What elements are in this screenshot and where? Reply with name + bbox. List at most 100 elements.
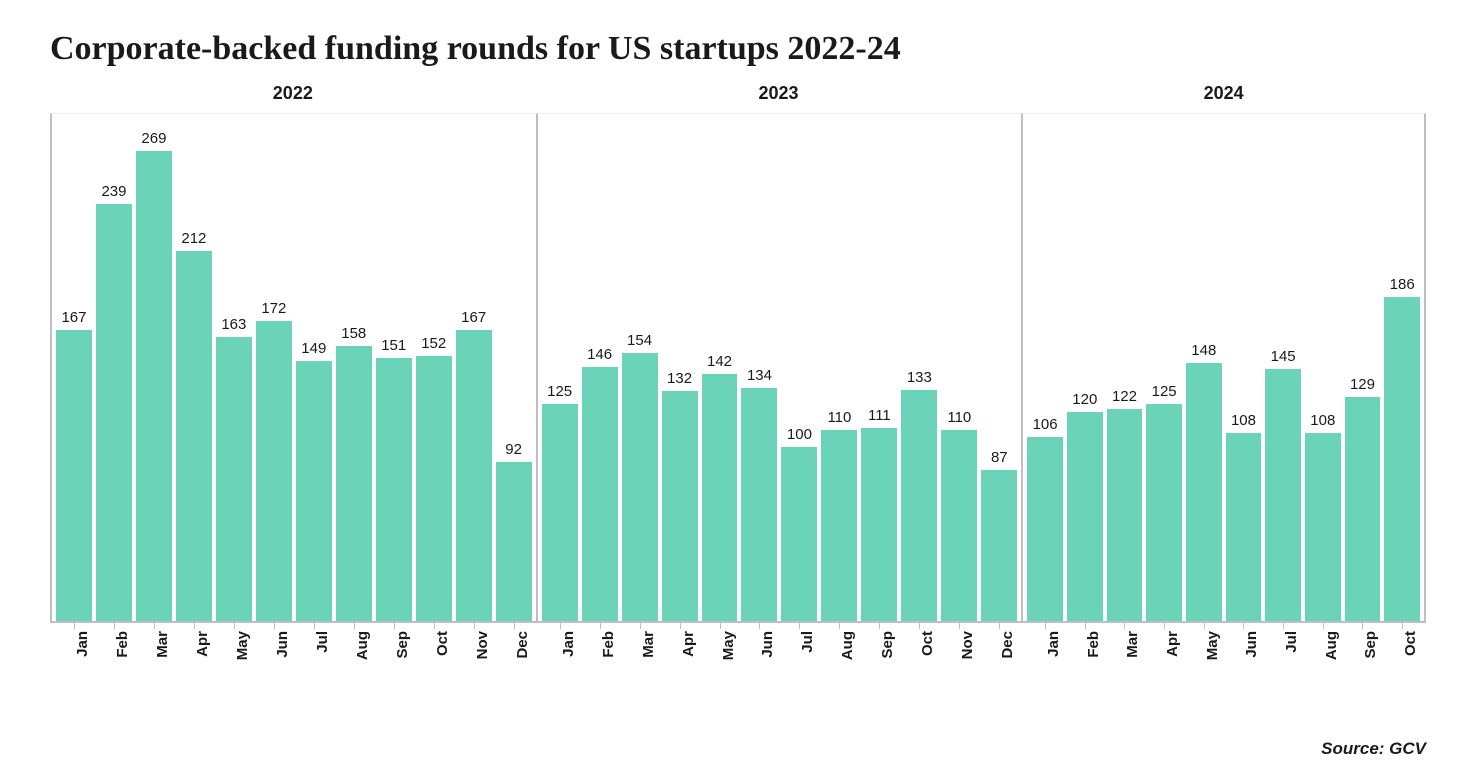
bar-slot: 151 [374, 114, 414, 623]
x-tick-slot: Jun [254, 623, 294, 693]
x-axis-month-label: Nov [474, 631, 491, 659]
bar-slot: 172 [254, 114, 294, 623]
x-axis-month-label: Jun [1243, 631, 1260, 658]
bar-slot: 111 [859, 114, 899, 623]
bar-slot: 269 [134, 114, 174, 623]
bar-slot: 212 [174, 114, 214, 623]
x-axis-month-label: Apr [1164, 631, 1181, 657]
bar-slot: 142 [700, 114, 740, 623]
bar: 145 [1265, 369, 1301, 624]
x-tick-slot: Aug [1303, 623, 1343, 693]
bar: 186 [1384, 297, 1420, 623]
x-tick [919, 623, 920, 629]
year-header: 2023 [536, 83, 1022, 113]
year-headers-row: 202220232024 [50, 83, 1426, 113]
x-tick [1204, 623, 1205, 629]
bar: 132 [662, 391, 698, 623]
source-attribution: Source: GCV [1321, 739, 1426, 759]
bar-slot: 92 [494, 114, 534, 623]
x-tick-slot: Feb [94, 623, 134, 693]
bar-value-label: 122 [1112, 388, 1137, 405]
x-tick-slot: Apr [1144, 623, 1184, 693]
bar-value-label: 132 [667, 370, 692, 387]
bar-slot: 152 [414, 114, 454, 623]
bar-slot: 239 [94, 114, 134, 623]
x-panel: JanFebMarAprMayJunJulAugSepOctNovDec [536, 623, 1022, 693]
bar-value-label: 163 [221, 316, 246, 333]
x-tick [999, 623, 1000, 629]
bar: 106 [1027, 437, 1063, 623]
bar-value-label: 92 [505, 441, 522, 458]
x-axis-month-label: Dec [999, 631, 1016, 659]
bar-value-label: 167 [61, 309, 86, 326]
x-tick [720, 623, 721, 629]
x-tick [234, 623, 235, 629]
bar-value-label: 269 [141, 130, 166, 147]
chart-panel: 106120122125148108145108129186 [1021, 113, 1426, 623]
x-axis-month-label: Sep [1362, 631, 1379, 659]
x-axis-month-label: Feb [1085, 631, 1102, 658]
x-tick-slot: Mar [1105, 623, 1145, 693]
x-axis-month-label: Jul [1283, 631, 1300, 653]
bar: 108 [1226, 433, 1262, 623]
x-panel: JanFebMarAprMayJunJulAugSepOctNovDec [50, 623, 536, 693]
bar-value-label: 186 [1390, 276, 1415, 293]
x-tick [194, 623, 195, 629]
bar: 158 [336, 346, 372, 623]
x-tick-slot: Jan [1025, 623, 1065, 693]
bar-value-label: 167 [461, 309, 486, 326]
x-panel: Jan FebMar Apr May Jun Jul Aug SepOct [1021, 623, 1426, 693]
x-axis-month-label: Feb [114, 631, 131, 658]
bar-value-label: 212 [181, 230, 206, 247]
bar-value-label: 145 [1271, 348, 1296, 365]
x-tick [799, 623, 800, 629]
bar: 122 [1107, 409, 1143, 623]
bar-slot: 122 [1105, 114, 1145, 623]
bars-row: 16723926921216317214915815115216792 [52, 114, 536, 623]
x-tick-slot: Mar [620, 623, 660, 693]
bar-value-label: 106 [1033, 416, 1058, 433]
x-tick [1164, 623, 1165, 629]
x-tick-slot: Oct [414, 623, 454, 693]
x-tick [154, 623, 155, 629]
x-axis-month-label: Dec [514, 631, 531, 659]
x-tick [1362, 623, 1363, 629]
x-tick [879, 623, 880, 629]
bar-slot: 125 [1144, 114, 1184, 623]
x-axis-month-label: Aug [1323, 631, 1340, 660]
x-axis-month-label: Sep [879, 631, 896, 659]
bar-value-label: 110 [827, 409, 851, 426]
bar-slot: 108 [1224, 114, 1264, 623]
x-axis-month-label: Aug [839, 631, 856, 660]
x-tick [74, 623, 75, 629]
bar-value-label: 125 [1152, 383, 1177, 400]
chart-container: Corporate-backed funding rounds for US s… [0, 0, 1476, 777]
bar-value-label: 142 [707, 353, 732, 370]
bar-slot: 167 [454, 114, 494, 623]
x-axis-month-label: Jun [759, 631, 776, 658]
bar-slot: 186 [1382, 114, 1422, 623]
bar: 87 [981, 470, 1017, 623]
bar: 125 [542, 404, 578, 623]
bar: 151 [376, 358, 412, 623]
x-axis-month-label: Jul [799, 631, 816, 653]
x-tick [1045, 623, 1046, 629]
x-tick [394, 623, 395, 629]
bar-slot: 158 [334, 114, 374, 623]
bar-slot: 148 [1184, 114, 1224, 623]
x-tick-slot: Aug [819, 623, 859, 693]
bar-value-label: 134 [747, 367, 772, 384]
x-tick [514, 623, 515, 629]
x-tick-slot: Nov [454, 623, 494, 693]
bars-row: 106120122125148108145108129186 [1023, 114, 1424, 623]
x-tick-slot: Dec [979, 623, 1019, 693]
bar-slot: 110 [819, 114, 859, 623]
bar-slot: 132 [660, 114, 700, 623]
bar-value-label: 108 [1310, 412, 1335, 429]
x-axis-month-label: Jan [560, 631, 577, 657]
x-axis-month-label: Oct [434, 631, 451, 656]
bar-slot: 100 [779, 114, 819, 623]
x-axis-month-label: May [1204, 631, 1221, 660]
bar: 212 [176, 251, 212, 623]
x-tick-slot: Oct [1382, 623, 1422, 693]
